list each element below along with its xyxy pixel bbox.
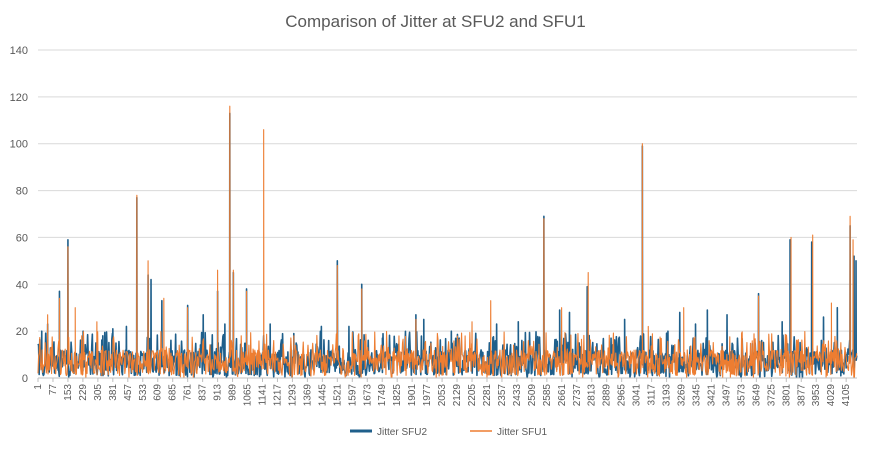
x-tick-label: 1293 xyxy=(287,384,298,407)
x-tick-label: 1 xyxy=(33,384,44,390)
x-tick-label: 3649 xyxy=(751,384,762,407)
x-tick-label: 1065 xyxy=(243,384,254,407)
x-tick-label: 3117 xyxy=(647,384,658,406)
y-tick-label: 140 xyxy=(10,45,28,57)
x-tick-label: 685 xyxy=(168,384,179,401)
x-tick-label: 2357 xyxy=(497,384,508,407)
x-tick-label: 3041 xyxy=(632,384,643,407)
x-tick-label: 2889 xyxy=(602,384,613,407)
x-tick-label: 609 xyxy=(153,384,164,401)
x-tick-label: 1141 xyxy=(257,384,268,406)
y-tick-label: 40 xyxy=(16,279,28,291)
x-tick-label: 3953 xyxy=(811,384,822,407)
x-tick-label: 1977 xyxy=(422,384,433,407)
x-tick-label: 381 xyxy=(108,384,119,401)
x-tick-label: 1825 xyxy=(392,384,403,407)
legend-label: Jitter SFU1 xyxy=(497,427,547,438)
grid-layer xyxy=(38,49,857,332)
x-tick-label: 3345 xyxy=(692,384,703,407)
x-tick-label: 305 xyxy=(93,384,104,401)
x-tick-label: 1521 xyxy=(332,384,343,407)
x-tick-label: 837 xyxy=(198,384,209,401)
y-tick-label: 0 xyxy=(22,373,28,385)
y-tick-label: 100 xyxy=(10,139,28,151)
x-tick-label: 533 xyxy=(138,384,149,401)
y-tick-label: 60 xyxy=(16,232,28,244)
x-tick-label: 2433 xyxy=(512,384,523,407)
y-tick-label: 120 xyxy=(10,92,28,104)
x-tick-label: 2053 xyxy=(437,384,448,407)
legend-layer: Jitter SFU2 Jitter SFU1 xyxy=(350,427,547,438)
x-tick-label: 153 xyxy=(63,384,74,401)
series-line-jitter-sfu1 xyxy=(37,105,858,379)
x-tick-label: 1597 xyxy=(347,384,358,407)
x-tick-label: 2585 xyxy=(542,384,553,407)
y-tick-label: 20 xyxy=(16,326,28,338)
x-tick-label: 229 xyxy=(78,384,89,401)
x-tick-label: 761 xyxy=(183,384,194,401)
legend-label: Jitter SFU2 xyxy=(377,427,427,438)
axis-layer: 0 20 40 60 80 100 120 140 1 77 153 229 305 381 457 533 6… xyxy=(10,45,857,406)
x-tick-label: 77 xyxy=(48,384,59,396)
x-tick-label: 2205 xyxy=(467,384,478,407)
x-tick-label: 457 xyxy=(123,384,134,401)
x-tick-label: 3877 xyxy=(796,384,807,407)
x-tick-label: 913 xyxy=(213,384,224,401)
x-tick-label: 4029 xyxy=(826,384,837,407)
x-tick-label: 2129 xyxy=(452,384,463,407)
x-tick-label: 2281 xyxy=(482,384,493,407)
y-tick-label: 80 xyxy=(16,186,28,198)
x-tick-label: 2965 xyxy=(617,384,628,407)
x-tick-label: 1673 xyxy=(362,384,373,407)
x-tick-label: 3269 xyxy=(677,384,688,407)
x-tick-label: 1749 xyxy=(377,384,388,407)
x-tick-label: 4105 xyxy=(841,384,852,407)
x-tick-label: 2661 xyxy=(557,384,568,407)
x-tick-label: 1369 xyxy=(302,384,313,407)
series-layer xyxy=(37,105,858,379)
x-tick-label: 2813 xyxy=(587,384,598,407)
x-tick-label: 1217 xyxy=(272,384,283,407)
x-tick-label: 1445 xyxy=(317,384,328,407)
x-tick-label: 3193 xyxy=(662,384,673,407)
x-tick-label: 3573 xyxy=(736,384,747,407)
x-tick-label: 1901 xyxy=(407,384,418,407)
x-tick-label: 3497 xyxy=(721,384,732,407)
x-tick-label: 3725 xyxy=(766,384,777,407)
x-tick-label: 3421 xyxy=(706,384,717,407)
x-tick-label: 989 xyxy=(228,384,239,401)
chart-title: Comparison of Jitter at SFU2 and SFU1 xyxy=(285,12,586,31)
x-tick-label: 2737 xyxy=(572,384,583,407)
x-tick-label: 2509 xyxy=(527,384,538,407)
x-tick-label: 3801 xyxy=(781,384,792,407)
